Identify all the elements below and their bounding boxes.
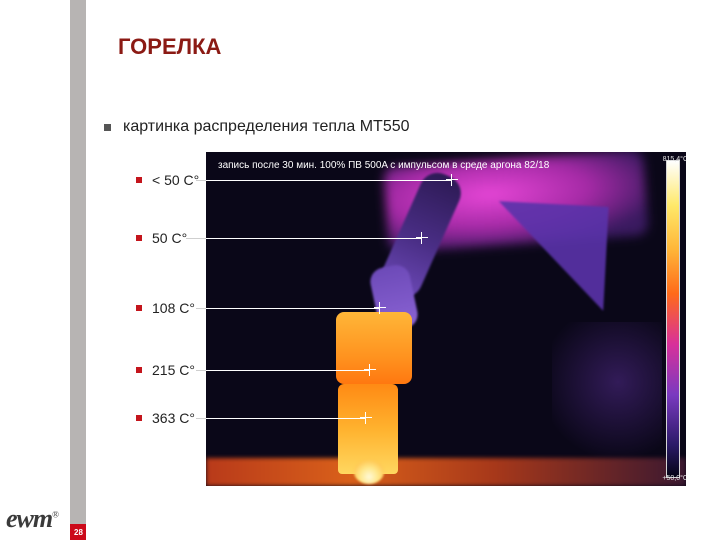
temp-row-1: 50 C° xyxy=(136,230,187,246)
square-bullet-icon xyxy=(136,305,142,311)
temp-row-3: 215 C° xyxy=(136,362,195,378)
left-strip: ewm® xyxy=(0,0,80,540)
page-title: ГОРЕЛКА xyxy=(118,34,221,60)
square-bullet-icon xyxy=(104,124,111,131)
temp-label: < 50 C° xyxy=(152,172,199,188)
square-bullet-icon xyxy=(136,367,142,373)
temp-label: 108 C° xyxy=(152,300,195,316)
brand-logo-text: ewm xyxy=(6,504,52,533)
thermal-side-glow xyxy=(552,322,662,472)
leader-line xyxy=(206,418,366,419)
side-grey-bar xyxy=(70,0,86,540)
leader-line xyxy=(206,180,452,181)
subtitle-text: картинка распределения тепла MT550 xyxy=(123,118,410,136)
crosshair-icon xyxy=(364,364,376,376)
crosshair-icon xyxy=(360,412,372,424)
leader-line xyxy=(206,238,422,239)
crosshair-icon xyxy=(446,174,458,186)
thermal-image: запись после 30 мин. 100% ПВ 500A с импу… xyxy=(206,152,686,486)
thermal-torch-tip xyxy=(354,460,384,484)
brand-logo: ewm® xyxy=(6,504,58,534)
registered-mark: ® xyxy=(52,509,58,519)
leader-line-ext xyxy=(196,180,206,181)
square-bullet-icon xyxy=(136,235,142,241)
leader-line-ext xyxy=(196,370,206,371)
temp-row-0: < 50 C° xyxy=(136,172,199,188)
temperature-scale xyxy=(666,160,680,478)
square-bullet-icon xyxy=(136,177,142,183)
crosshair-icon xyxy=(416,232,428,244)
scale-max-label: 815,4°C xyxy=(663,156,686,163)
subtitle-row: картинка распределения тепла MT550 xyxy=(104,118,410,136)
crosshair-icon xyxy=(374,302,386,314)
slide: ewm® 28 ГОРЕЛКА картинка распределения т… xyxy=(0,0,720,540)
thermal-caption: запись после 30 мин. 100% ПВ 500A с импу… xyxy=(218,160,652,172)
leader-line-ext xyxy=(186,238,206,239)
temp-row-4: 363 C° xyxy=(136,410,195,426)
leader-line-ext xyxy=(196,418,206,419)
thermal-back-panel xyxy=(493,201,608,311)
leader-line xyxy=(206,308,380,309)
square-bullet-icon xyxy=(136,415,142,421)
page-number: 28 xyxy=(74,528,83,537)
temp-label: 363 C° xyxy=(152,410,195,426)
temp-label: 50 C° xyxy=(152,230,187,246)
leader-line-ext xyxy=(196,308,206,309)
leader-line xyxy=(206,370,370,371)
temp-row-2: 108 C° xyxy=(136,300,195,316)
temp-label: 215 C° xyxy=(152,362,195,378)
scale-min-label: +50,0°C xyxy=(662,475,686,482)
